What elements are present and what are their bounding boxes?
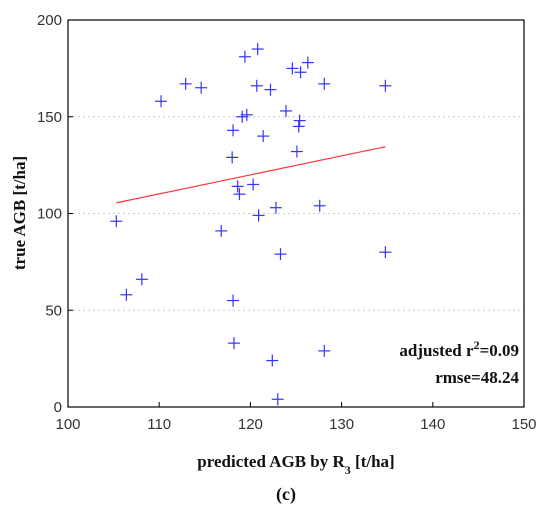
data-point — [290, 145, 303, 158]
x-tick-label: 150 — [511, 416, 536, 433]
data-point — [233, 188, 246, 201]
data-point — [251, 43, 264, 56]
y-tick-label: 150 — [37, 109, 62, 126]
r2-annotation: adjusted r2=0.09 — [399, 338, 519, 360]
data-point — [231, 180, 244, 193]
data-point — [135, 273, 148, 286]
grid-lines — [68, 116, 524, 311]
data-point — [271, 393, 284, 406]
data-point — [257, 130, 270, 143]
data-point — [274, 248, 287, 261]
y-axis-title: true AGB [t/ha] — [10, 156, 29, 270]
data-point — [240, 108, 253, 121]
rmse-annotation: rmse=48.24 — [435, 368, 519, 387]
x-tick-label: 130 — [329, 416, 354, 433]
panel-label: (c) — [276, 484, 296, 505]
x-tick-label: 120 — [238, 416, 263, 433]
x-tick-label: 100 — [55, 416, 80, 433]
data-point — [238, 50, 251, 63]
data-point — [247, 178, 260, 191]
data-point — [292, 120, 305, 133]
data-point — [227, 337, 240, 350]
data-point — [155, 95, 168, 108]
y-tick-label: 200 — [37, 12, 62, 29]
data-point — [269, 201, 282, 214]
data-point — [294, 66, 307, 79]
data-point — [318, 77, 331, 90]
data-point — [227, 124, 240, 137]
data-point — [301, 56, 314, 69]
x-axis-title: predicted AGB by R3 [t/ha] — [197, 452, 394, 477]
y-tick-label: 100 — [37, 206, 62, 223]
y-tick-label: 50 — [45, 302, 62, 319]
data-point — [279, 104, 292, 117]
data-point — [379, 246, 392, 259]
data-point — [379, 79, 392, 92]
x-tick-label: 110 — [147, 416, 171, 433]
data-points — [110, 43, 392, 406]
data-point — [250, 79, 263, 92]
data-point — [313, 199, 326, 212]
data-point — [318, 344, 331, 357]
data-point — [286, 62, 299, 75]
data-point — [293, 114, 306, 127]
data-point — [110, 215, 123, 228]
x-axis-ticks: 100 110 120 130 140 150 — [55, 402, 537, 433]
data-point — [266, 354, 279, 367]
data-point — [195, 81, 208, 94]
fit-line — [116, 146, 386, 204]
data-point — [120, 288, 133, 301]
data-point — [227, 294, 240, 307]
y-axis-ticks: 0 50 100 150 200 — [37, 12, 73, 416]
data-point — [226, 151, 239, 164]
y-tick-label: 0 — [54, 399, 62, 416]
data-point — [179, 77, 192, 90]
data-point — [264, 83, 277, 96]
fit-line-group — [116, 146, 386, 204]
data-point — [215, 224, 228, 237]
data-point — [252, 209, 265, 222]
x-tick-label: 140 — [420, 416, 445, 433]
